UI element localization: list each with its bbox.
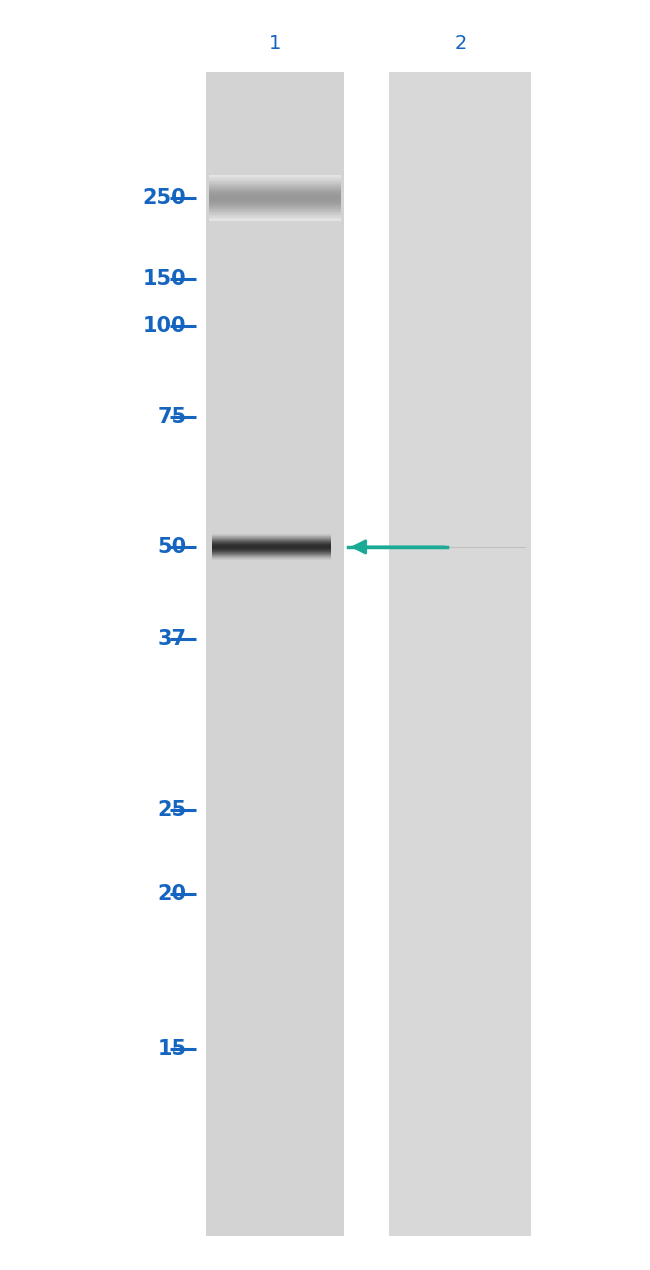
Text: 37: 37 xyxy=(157,629,187,649)
Text: 75: 75 xyxy=(157,406,187,427)
Bar xyxy=(206,72,344,1236)
Text: 100: 100 xyxy=(143,316,187,337)
Text: 15: 15 xyxy=(157,1039,187,1059)
Text: 2: 2 xyxy=(454,34,467,53)
Text: 20: 20 xyxy=(157,884,187,903)
Bar xyxy=(389,72,531,1236)
Text: 1: 1 xyxy=(269,34,281,53)
Text: 150: 150 xyxy=(143,269,187,290)
Text: 50: 50 xyxy=(157,537,187,558)
Text: 250: 250 xyxy=(143,188,187,208)
Text: 25: 25 xyxy=(157,800,187,820)
